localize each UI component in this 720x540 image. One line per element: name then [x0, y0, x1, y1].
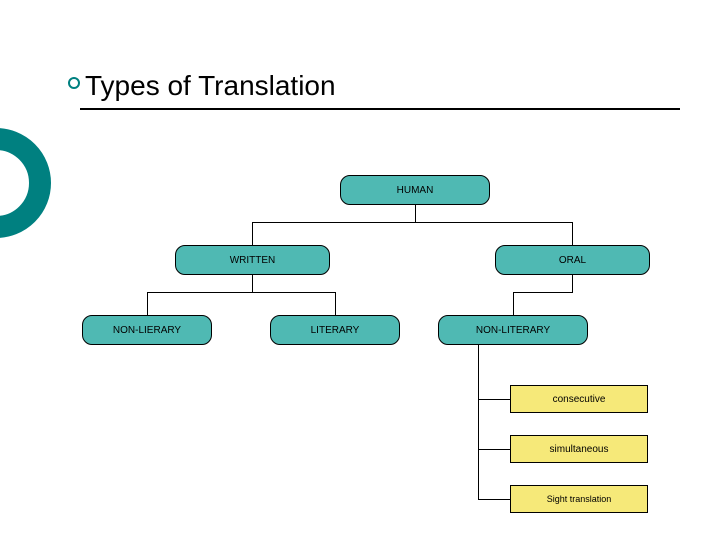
node-label: WRITTEN	[230, 255, 276, 266]
decor-bullet	[68, 77, 80, 89]
node-human: HUMAN	[340, 175, 490, 205]
connector-line	[252, 275, 253, 292]
decor-ring	[0, 128, 51, 238]
connector-line	[513, 292, 573, 293]
connector-line	[478, 345, 479, 499]
node-literary: LITERARY	[270, 315, 400, 345]
connector-line	[252, 222, 253, 245]
node-label: simultaneous	[550, 444, 609, 455]
node-sight-translation: Sight translation	[510, 485, 648, 513]
connector-line	[572, 222, 573, 245]
connector-line	[478, 499, 510, 500]
connector-line	[415, 205, 416, 222]
node-simultaneous: simultaneous	[510, 435, 648, 463]
connector-line	[572, 275, 573, 292]
node-label: NON-LIERARY	[113, 325, 181, 336]
connector-line	[478, 449, 510, 450]
node-label: NON-LITERARY	[476, 325, 550, 336]
node-consecutive: consecutive	[510, 385, 648, 413]
node-label: Sight translation	[547, 494, 612, 504]
node-label: ORAL	[559, 255, 586, 266]
page-title: Types of Translation	[85, 70, 336, 102]
title-underline	[80, 108, 680, 110]
node-label: LITERARY	[311, 325, 360, 336]
node-written: WRITTEN	[175, 245, 330, 275]
slide: Types of Translation HUMAN WRITTEN ORAL …	[0, 0, 720, 540]
node-oral: ORAL	[495, 245, 650, 275]
node-non-literary: NON-LITERARY	[438, 315, 588, 345]
connector-line	[513, 292, 514, 315]
connector-line	[147, 292, 336, 293]
connector-line	[335, 292, 336, 315]
connector-line	[478, 399, 510, 400]
node-label: HUMAN	[397, 185, 434, 196]
node-non-lierary: NON-LIERARY	[82, 315, 212, 345]
connector-line	[147, 292, 148, 315]
connector-line	[252, 222, 573, 223]
node-label: consecutive	[553, 394, 606, 405]
